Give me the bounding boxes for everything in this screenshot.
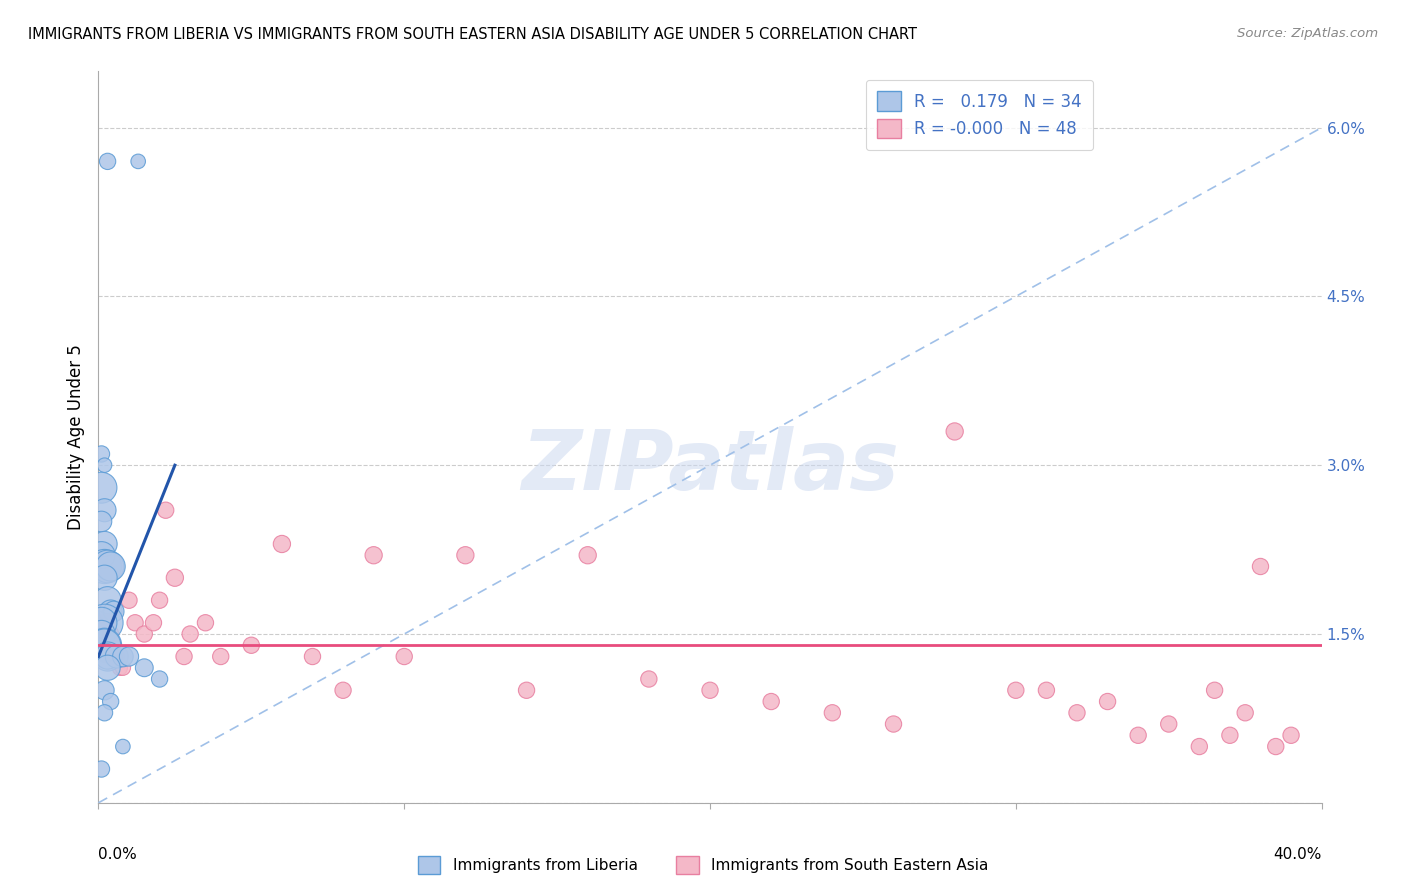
Point xyxy=(363,548,385,562)
Point xyxy=(93,683,115,698)
Point xyxy=(759,694,782,708)
Point xyxy=(516,683,538,698)
Point xyxy=(1097,694,1119,708)
Point xyxy=(134,661,156,675)
Point xyxy=(111,649,134,664)
Point xyxy=(1234,706,1257,720)
Point xyxy=(1157,717,1180,731)
Point xyxy=(1219,728,1241,742)
Point xyxy=(1004,683,1026,698)
Point xyxy=(90,481,112,495)
Point xyxy=(194,615,217,630)
Point xyxy=(103,638,125,652)
Point xyxy=(1249,559,1271,574)
Point xyxy=(179,627,201,641)
Point xyxy=(100,627,122,641)
Point xyxy=(93,537,115,551)
Point xyxy=(1035,683,1057,698)
Point xyxy=(1188,739,1211,754)
Point xyxy=(100,649,122,664)
Point xyxy=(149,672,172,686)
Point xyxy=(1204,683,1226,698)
Point xyxy=(90,615,112,630)
Point xyxy=(149,593,172,607)
Point xyxy=(100,694,122,708)
Point xyxy=(97,615,120,630)
Point xyxy=(392,649,416,664)
Point xyxy=(111,739,134,754)
Point xyxy=(332,683,354,698)
Point xyxy=(105,649,128,664)
Point xyxy=(90,627,112,641)
Point xyxy=(142,615,165,630)
Legend: R =   0.179   N = 34, R = -0.000   N = 48: R = 0.179 N = 34, R = -0.000 N = 48 xyxy=(866,79,1092,150)
Point xyxy=(97,649,120,664)
Point xyxy=(97,661,120,675)
Point xyxy=(943,425,966,439)
Text: IMMIGRANTS FROM LIBERIA VS IMMIGRANTS FROM SOUTH EASTERN ASIA DISABILITY AGE UND: IMMIGRANTS FROM LIBERIA VS IMMIGRANTS FR… xyxy=(28,27,917,42)
Point xyxy=(97,154,120,169)
Point xyxy=(209,649,232,664)
Point xyxy=(301,649,323,664)
Point xyxy=(90,762,112,776)
Point xyxy=(90,548,112,562)
Text: 0.0%: 0.0% xyxy=(98,847,138,862)
Y-axis label: Disability Age Under 5: Disability Age Under 5 xyxy=(66,344,84,530)
Point xyxy=(93,638,115,652)
Point xyxy=(93,615,115,630)
Point xyxy=(93,638,115,652)
Point xyxy=(100,559,122,574)
Point xyxy=(93,615,115,630)
Point xyxy=(118,649,141,664)
Text: 40.0%: 40.0% xyxy=(1274,847,1322,862)
Point xyxy=(97,638,120,652)
Point xyxy=(97,593,120,607)
Point xyxy=(1279,728,1302,742)
Point xyxy=(93,571,115,585)
Point xyxy=(240,638,263,652)
Point xyxy=(637,672,661,686)
Point xyxy=(93,706,115,720)
Point xyxy=(97,559,120,574)
Legend: Immigrants from Liberia, Immigrants from South Eastern Asia: Immigrants from Liberia, Immigrants from… xyxy=(412,850,994,880)
Text: Source: ZipAtlas.com: Source: ZipAtlas.com xyxy=(1237,27,1378,40)
Point xyxy=(100,605,122,619)
Point xyxy=(821,706,844,720)
Point xyxy=(90,515,112,529)
Point xyxy=(883,717,905,731)
Point xyxy=(118,593,141,607)
Point xyxy=(173,649,195,664)
Point xyxy=(103,605,125,619)
Point xyxy=(1066,706,1088,720)
Point xyxy=(97,649,120,664)
Point xyxy=(105,649,128,664)
Point xyxy=(1128,728,1150,742)
Point xyxy=(155,503,177,517)
Point xyxy=(124,615,146,630)
Point xyxy=(270,537,292,551)
Point xyxy=(111,661,134,675)
Point xyxy=(134,627,156,641)
Text: ZIPatlas: ZIPatlas xyxy=(522,425,898,507)
Point xyxy=(454,548,477,562)
Point xyxy=(93,503,115,517)
Point xyxy=(108,661,131,675)
Point xyxy=(93,458,115,473)
Point xyxy=(93,559,115,574)
Point xyxy=(127,154,149,169)
Point xyxy=(1264,739,1286,754)
Point xyxy=(90,447,112,461)
Point xyxy=(699,683,721,698)
Point xyxy=(576,548,599,562)
Point xyxy=(163,571,186,585)
